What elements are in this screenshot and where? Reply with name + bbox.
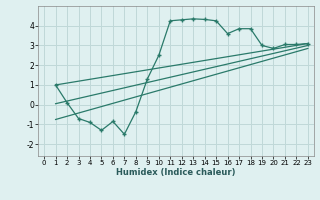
X-axis label: Humidex (Indice chaleur): Humidex (Indice chaleur) [116, 168, 236, 177]
